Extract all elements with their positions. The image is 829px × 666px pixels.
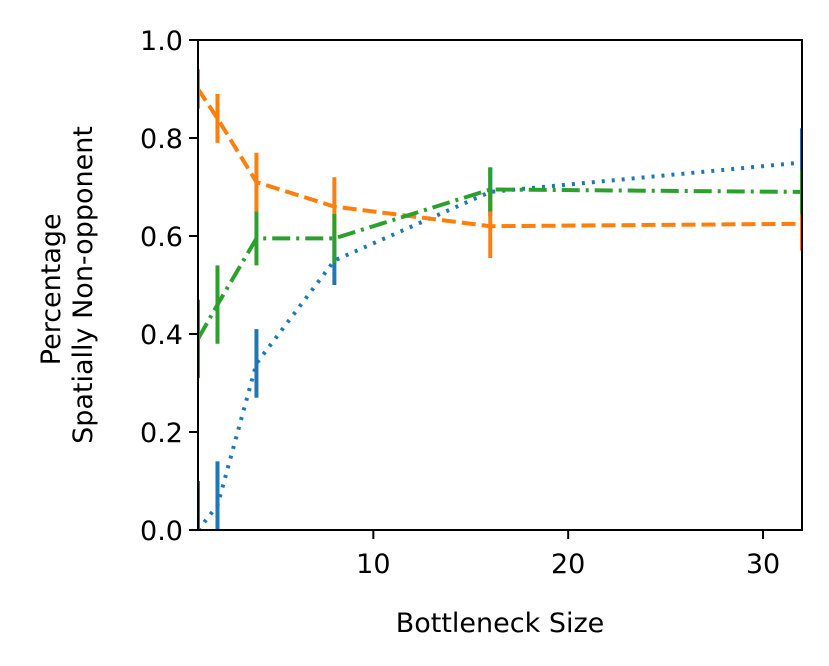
series-layer	[198, 69, 802, 530]
y-tick-label: 0.6	[140, 222, 183, 253]
y-axis-label-line-2: Spatially Non-opponent	[68, 126, 99, 444]
x-tick-label: 20	[551, 549, 585, 580]
y-axis-label-line-1: Percentage	[36, 213, 67, 365]
plot-frame	[197, 39, 803, 531]
y-tick-label: 1.0	[140, 26, 183, 57]
x-tick-label: 30	[746, 549, 780, 580]
y-axis-ticks: 0.0 0.2 0.4 0.6 0.8 1.0	[140, 26, 198, 547]
y-tick-label: 0.2	[140, 418, 183, 449]
y-tick-label: 0.0	[140, 516, 183, 547]
y-tick-label: 0.8	[140, 124, 183, 155]
x-axis-label: Bottleneck Size	[396, 608, 605, 639]
y-axis-label: Percentage Spatially Non-opponent	[36, 126, 99, 444]
y-tick-label: 0.4	[140, 320, 183, 351]
series-line-0	[198, 160, 802, 530]
x-tick-label: 10	[356, 549, 390, 580]
series-line-2	[198, 187, 802, 340]
x-axis-ticks: 10 20 30	[356, 530, 780, 580]
series-line-1	[198, 87, 802, 229]
